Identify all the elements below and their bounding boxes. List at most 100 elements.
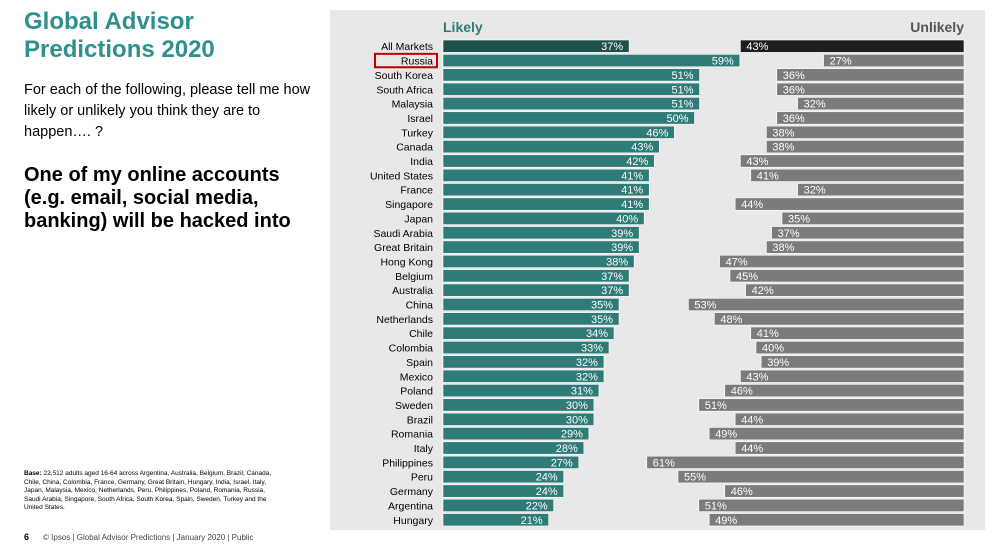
unlikely-bar (823, 54, 965, 68)
likely-value-label: 32% (576, 371, 598, 383)
unlikely-bar (677, 470, 965, 484)
category-label: South Korea (375, 70, 434, 82)
statement-text: One of my online accounts (e.g. email, s… (24, 164, 291, 232)
likely-value-label: 33% (581, 343, 603, 355)
likely-value-label: 59% (712, 56, 734, 68)
unlikely-bar (729, 269, 965, 283)
likely-value-label: 50% (666, 113, 688, 125)
unlikely-value-label: 39% (767, 357, 789, 369)
unlikely-value-label: 43% (746, 41, 768, 53)
likely-value-label: 37% (601, 41, 623, 53)
unlikely-bar (708, 427, 965, 441)
unlikely-value-label: 35% (788, 213, 810, 225)
unlikely-value-label: 53% (694, 300, 716, 312)
category-label: Hong Kong (380, 256, 433, 268)
unlikely-value-label: 47% (726, 256, 748, 268)
unlikely-bar (734, 412, 965, 426)
likely-value-label: 51% (671, 84, 693, 96)
likely-bar (442, 455, 580, 469)
unlikely-bar (734, 441, 965, 455)
likely-value-label: 30% (566, 400, 588, 412)
legend-likely: Likely (443, 19, 483, 35)
category-label: Australia (392, 285, 433, 297)
category-label: Israel (407, 113, 433, 125)
category-label: Italy (414, 443, 434, 455)
category-label: Malaysia (392, 99, 434, 111)
category-label: Netherlands (376, 314, 433, 326)
category-label: Germany (390, 486, 434, 498)
unlikely-bar (708, 513, 965, 527)
likely-bar (442, 168, 650, 182)
likely-value-label: 24% (536, 472, 558, 484)
likely-bar (442, 427, 590, 441)
category-label: Sweden (395, 400, 433, 412)
likely-value-label: 37% (601, 271, 623, 283)
unlikely-bar (776, 111, 965, 125)
likely-value-label: 27% (551, 457, 573, 469)
base-text: 22,512 adults aged 16-64 across Argentin… (24, 470, 272, 512)
unlikely-bar (766, 240, 965, 254)
likely-value-label: 39% (611, 242, 633, 254)
category-label: Japan (404, 213, 433, 225)
category-label: Saudi Arabia (373, 228, 433, 240)
likely-value-label: 31% (571, 386, 593, 398)
unlikely-value-label: 27% (830, 56, 852, 68)
category-label: Canada (396, 142, 433, 154)
unlikely-value-label: 41% (757, 328, 779, 340)
unlikely-value-label: 43% (746, 156, 768, 168)
unlikely-value-label: 37% (778, 228, 800, 240)
likely-bar (442, 154, 655, 168)
category-label: Poland (400, 386, 433, 398)
unlikely-value-label: 36% (783, 113, 805, 125)
likely-bar (442, 326, 615, 340)
likely-value-label: 46% (646, 127, 668, 139)
unlikely-bar (740, 369, 965, 383)
unlikely-value-label: 49% (715, 429, 737, 441)
unlikely-bar (734, 197, 965, 211)
likely-bar (442, 384, 600, 398)
likely-bar (442, 341, 610, 355)
likely-value-label: 39% (611, 228, 633, 240)
category-label: Romania (391, 429, 433, 441)
highlight-box (374, 52, 438, 69)
likely-value-label: 35% (591, 314, 613, 326)
unlikely-bar (724, 384, 965, 398)
likely-bar (442, 183, 650, 197)
category-label: Mexico (400, 371, 433, 383)
likely-bar (442, 283, 630, 297)
category-label: France (400, 185, 433, 197)
likely-value-label: 42% (626, 156, 648, 168)
unlikely-bar (740, 154, 965, 168)
unlikely-value-label: 51% (705, 400, 727, 412)
likely-bar (442, 513, 549, 527)
category-label: Philippines (382, 457, 433, 469)
category-label: South Africa (376, 84, 433, 96)
unlikely-value-label: 36% (783, 70, 805, 82)
unlikely-bar (797, 183, 965, 197)
category-label: Brazil (407, 414, 433, 426)
likely-bar (442, 82, 700, 96)
likely-value-label: 38% (606, 256, 628, 268)
likely-value-label: 43% (631, 142, 653, 154)
likely-value-label: 41% (621, 170, 643, 182)
unlikely-bar (766, 125, 965, 139)
unlikely-value-label: 32% (804, 185, 826, 197)
likely-bar (442, 441, 585, 455)
likely-value-label: 22% (526, 500, 548, 512)
unlikely-value-label: 41% (757, 170, 779, 182)
unlikely-value-label: 46% (731, 386, 753, 398)
category-label: China (406, 300, 434, 312)
likely-bar (442, 498, 554, 512)
likely-bar (442, 312, 620, 326)
unlikely-value-label: 44% (741, 199, 763, 211)
likely-bar (442, 297, 620, 311)
likely-unlikely-chart: Likely Unlikely All Markets 37% 43% Russia 59%… (330, 10, 985, 530)
likely-value-label: 37% (601, 285, 623, 297)
category-label: Colombia (389, 343, 434, 355)
unlikely-bar (646, 455, 965, 469)
unlikely-value-label: 38% (772, 242, 794, 254)
unlikely-bar (771, 226, 965, 240)
category-label: Belgium (395, 271, 433, 283)
likely-value-label: 21% (521, 515, 543, 527)
unlikely-bar (698, 398, 965, 412)
